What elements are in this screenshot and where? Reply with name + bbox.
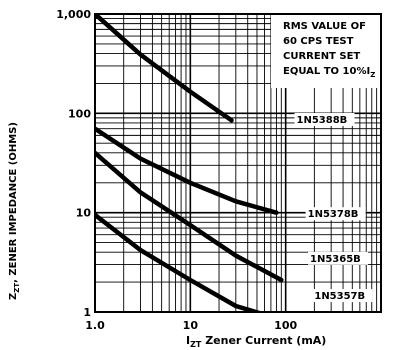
x-tick-label: 10 [183, 319, 199, 332]
x-tick-label: 1.0 [85, 319, 105, 332]
y-tick-label: 1,000 [56, 8, 91, 21]
series-line-1n5388b [95, 14, 234, 123]
y-tick-label: 10 [76, 207, 92, 220]
series-line-1n5378b [95, 126, 279, 215]
series-label-1n5388b: 1N5388B [297, 115, 348, 126]
plot-frame [94, 13, 382, 313]
legend-box [271, 14, 381, 88]
y-tick-label: 100 [68, 107, 91, 120]
series-label-1n5365b: 1N5365B [310, 254, 361, 265]
annotation-line: EQUAL TO 10%IZ [283, 66, 375, 79]
series-label-bg [312, 289, 373, 303]
series-label-1n5357b: 1N5357B [314, 291, 365, 302]
legend-annotation: RMS VALUE OF 60 CPS TEST CURRENT SET EQUAL … [283, 21, 375, 79]
x-axis-label: IZT Zener Current (mA) [186, 334, 326, 349]
y-tick-label: 1 [83, 306, 91, 319]
tick-labels: 1.0 10 100 1,000 100 10 1 [56, 8, 297, 332]
series-label-bg [308, 251, 369, 265]
annotation-line: CURRENT SET [283, 51, 360, 62]
annotation-line: 60 CPS TEST [283, 36, 354, 47]
series-label-bg [294, 112, 355, 126]
series-label-bg [305, 207, 366, 221]
x-tick-label: 100 [274, 319, 297, 332]
y-axis-label: ZZT, ZENER IMPEDANCE (OHMS) [8, 122, 21, 300]
series-line-1n5365b [95, 150, 284, 283]
series-labels: 1N5388B 1N5378B 1N5365B 1N5357B [294, 112, 373, 303]
annotation-line: RMS VALUE OF [283, 21, 366, 32]
series-label-1n5378b: 1N5378B [308, 209, 359, 220]
series-line-1n5357b [95, 212, 264, 312]
curves [95, 14, 284, 312]
